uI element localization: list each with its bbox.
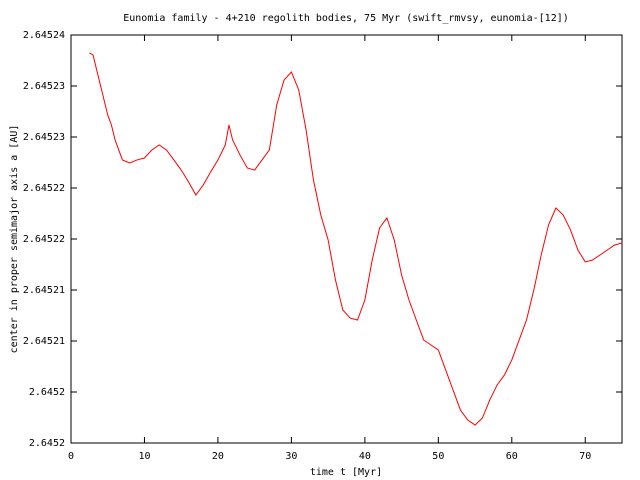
y-axis-label: center in proper semimajor axis a [AU]: [9, 125, 20, 354]
data-line: [89, 52, 623, 426]
x-tick-label: 20: [212, 451, 224, 462]
x-tick-label: 40: [359, 451, 371, 462]
y-tick-label: 2.6452: [29, 438, 65, 449]
y-tick-label: 2.64522: [23, 234, 65, 245]
x-tick-label: 30: [285, 451, 297, 462]
x-tick-label: 10: [138, 451, 150, 462]
chart-title: Eunomia family - 4+210 regolith bodies, …: [123, 13, 569, 24]
x-tick-label: 60: [506, 451, 518, 462]
y-tick-label: 2.64521: [23, 336, 65, 347]
x-axis-label: time t [Myr]: [310, 467, 382, 478]
y-tick-label: 2.64523: [23, 81, 65, 92]
y-tick-label: 2.6452: [29, 387, 65, 398]
y-tick-label: 2.64523: [23, 132, 65, 143]
y-tick-label: 2.64521: [23, 285, 65, 296]
y-tick-label: 2.64524: [23, 30, 65, 41]
x-tick-label: 50: [432, 451, 444, 462]
x-tick-label: 0: [68, 451, 74, 462]
x-tick-label: 70: [579, 451, 591, 462]
y-tick-label: 2.64522: [23, 183, 65, 194]
